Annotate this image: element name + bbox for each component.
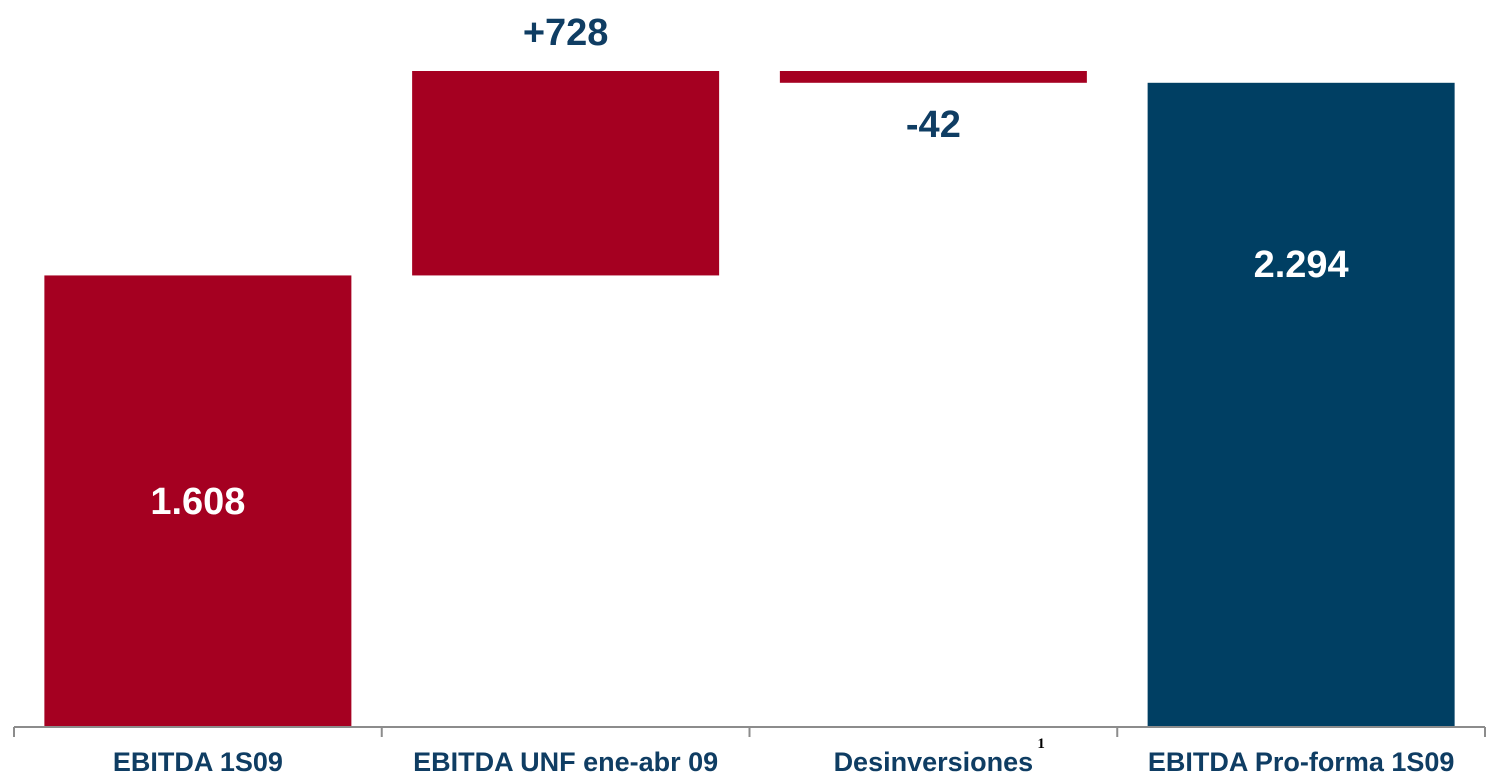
category-label-1: EBITDA 1S09 — [113, 747, 283, 777]
labels-layer: 1.608 EBITDA 1S09 +728 EBITDA UNF ene-abr 0… — [113, 12, 1455, 777]
bar-1 — [44, 275, 352, 727]
footnote-marker: 1 — [1037, 736, 1045, 752]
bars-layer — [44, 71, 1455, 728]
bar-3 — [779, 71, 1087, 83]
category-label-3: Desinversiones — [834, 747, 1034, 777]
data-label-1: 1.608 — [150, 481, 245, 523]
category-label-4: EBITDA Pro-forma 1S09 — [1148, 747, 1455, 777]
bar-2 — [412, 71, 720, 276]
bar-4 — [1147, 82, 1455, 728]
category-label-2: EBITDA UNF ene-abr 09 — [413, 747, 718, 777]
data-label-3: -42 — [906, 104, 961, 146]
x-axis — [13, 726, 1486, 737]
data-label-4: 2.294 — [1254, 244, 1349, 286]
data-label-2: +728 — [523, 12, 609, 54]
